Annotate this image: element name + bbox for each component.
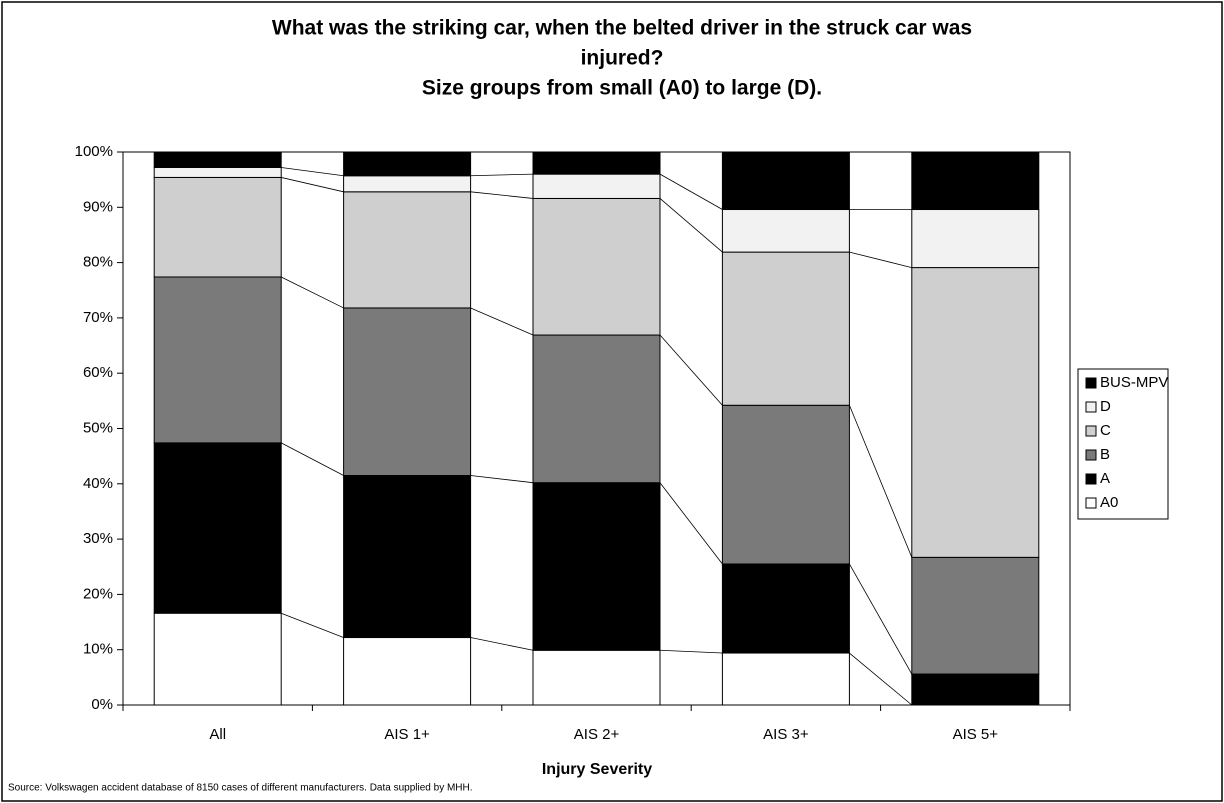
bar-segment	[532, 482, 661, 651]
source-note: Source: Volkswagen accident database of …	[8, 783, 473, 794]
bar-segment	[532, 334, 661, 484]
bar-segment	[721, 652, 850, 706]
y-tick-label: 30%	[83, 530, 113, 547]
x-tick-label: AIS 3+	[763, 726, 809, 743]
bar-segment	[721, 251, 850, 406]
legend-swatch	[1085, 473, 1097, 485]
bar-segment	[532, 173, 661, 199]
y-tick-label: 100%	[75, 143, 113, 160]
bar-segment	[153, 151, 282, 168]
legend-box	[1077, 368, 1169, 520]
legend-label: A0	[1100, 494, 1118, 511]
bar-segment	[911, 267, 1040, 558]
connector-line	[281, 442, 344, 476]
x-axis-title: Injury Severity	[542, 761, 652, 778]
y-tick-label: 90%	[83, 198, 113, 215]
connector-line	[849, 405, 913, 558]
connector-line	[849, 652, 913, 706]
bar-segment	[153, 276, 282, 444]
connector-line	[849, 251, 912, 268]
x-tick-label: All	[209, 726, 226, 743]
y-tick-label: 70%	[83, 309, 113, 326]
connector-line	[470, 637, 534, 651]
bar-segment	[153, 442, 282, 614]
connector-line	[281, 612, 344, 638]
bar-segment	[343, 151, 472, 177]
bar-segment	[343, 637, 472, 706]
bar-segment	[153, 166, 282, 178]
bar-segment	[911, 209, 1040, 269]
y-tick-label: 20%	[83, 585, 113, 602]
connector-line	[659, 649, 723, 654]
x-tick-label: AIS 1+	[384, 726, 430, 743]
legend-swatch	[1085, 497, 1097, 509]
connector-line	[849, 563, 913, 675]
chart-subtitle: Size groups from small (A0) to large (D)…	[422, 77, 822, 100]
y-tick-label: 60%	[83, 364, 113, 381]
legend-swatch	[1085, 449, 1097, 461]
connector-line	[659, 482, 723, 565]
x-tick-label: AIS 5+	[953, 726, 999, 743]
legend-swatch	[1085, 425, 1097, 437]
bar-segment	[721, 209, 850, 253]
bar-segment	[343, 307, 472, 477]
bar-segment	[532, 649, 661, 706]
legend-swatch	[1085, 401, 1097, 413]
connector-line	[281, 177, 344, 193]
bar-segment	[343, 175, 472, 193]
connector-line	[470, 173, 534, 177]
legend-label: BUS-MPV	[1100, 374, 1168, 391]
bar-segment	[721, 151, 850, 211]
chart-title: What was the striking car, when the belt…	[272, 17, 972, 40]
connector-line	[281, 167, 344, 177]
chart-title: injured?	[581, 47, 664, 70]
y-tick-label: 80%	[83, 254, 113, 271]
bar-segment	[911, 556, 1040, 675]
legend-label: C	[1100, 422, 1111, 439]
legend-label: B	[1100, 446, 1110, 463]
bar-segment	[911, 673, 1040, 706]
bar-segment	[532, 197, 661, 336]
connector-line	[470, 307, 534, 336]
x-tick-label: AIS 2+	[574, 726, 620, 743]
bar-segment	[343, 191, 472, 309]
bar-segment	[153, 612, 282, 706]
legend-label: A	[1100, 470, 1110, 487]
bar-segment	[343, 475, 472, 639]
y-tick-label: 10%	[83, 641, 113, 658]
bar-segment	[911, 151, 1040, 211]
legend-swatch	[1085, 377, 1097, 389]
legend-label: D	[1100, 398, 1111, 415]
y-tick-label: 0%	[91, 696, 113, 713]
connector-line	[470, 475, 534, 484]
bar-segment	[721, 404, 850, 565]
bar-segment	[532, 151, 661, 175]
connector-line	[281, 276, 344, 309]
bar-segment	[153, 176, 282, 278]
y-tick-label: 40%	[83, 475, 113, 492]
connector-line	[659, 334, 723, 406]
connector-line	[470, 191, 534, 199]
bar-segment	[721, 563, 850, 654]
connector-line	[659, 198, 723, 253]
y-tick-label: 50%	[83, 419, 113, 436]
connector-line	[659, 173, 723, 210]
